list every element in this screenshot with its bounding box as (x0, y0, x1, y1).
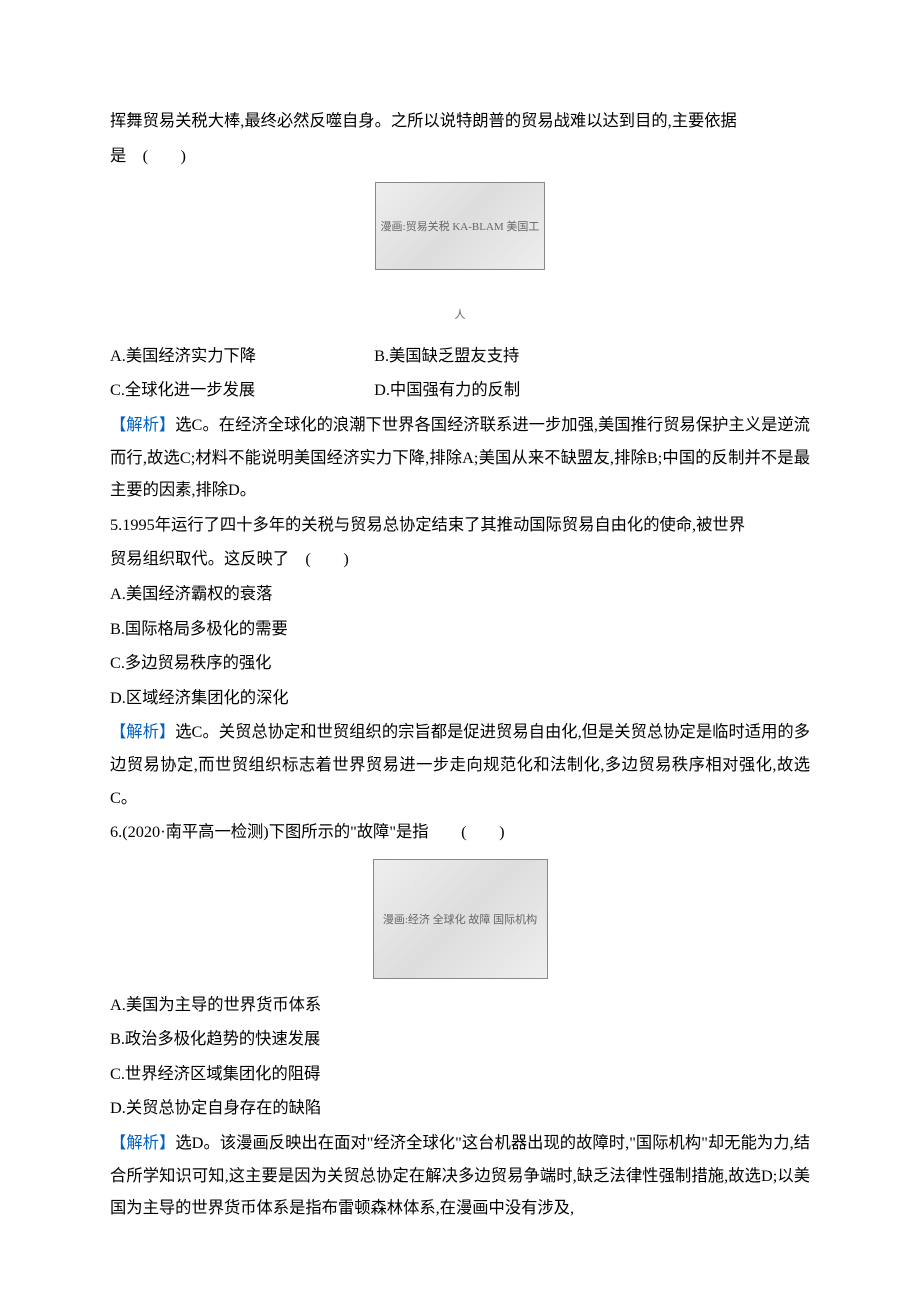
q6-option-d: D.关贸总协定自身存在的缺陷 (110, 1092, 810, 1125)
q4-option-b: B.美国缺乏盟友支持 (374, 340, 519, 373)
q4-options-row2: C.全球化进一步发展 D.中国强有力的反制 (110, 374, 810, 407)
q4-analysis-text: 选C。在经济全球化的浪潮下世界各国经济联系进一步加强,美国推行贸易保护主义是逆流… (110, 415, 810, 499)
q6-option-a: A.美国为主导的世界货币体系 (110, 989, 810, 1022)
q4-option-a: A.美国经济实力下降 (110, 340, 370, 373)
q6-option-c: C.世界经济区域集团化的阻碍 (110, 1058, 810, 1091)
q5-analysis: 【解析】选C。关贸总协定和世贸组织的宗旨都是促进贸易自由化,但是关贸总协定是临时… (110, 716, 810, 814)
q5-option-c: C.多边贸易秩序的强化 (110, 647, 810, 680)
q4-option-c: C.全球化进一步发展 (110, 374, 370, 407)
q6-analysis-text: 选D。该漫画反映出在面对"经济全球化"这台机器出现的故障时,"国际机构"却无能为… (110, 1133, 810, 1217)
q5-stem-line1: 5.1995年运行了四十多年的关税与贸易总协定结束了其推动国际贸易自由化的使命,… (110, 509, 810, 542)
q5-option-d: D.区域经济集团化的深化 (110, 682, 810, 715)
q5-analysis-text: 选C。关贸总协定和世贸组织的宗旨都是促进贸易自由化,但是关贸总协定是临时适用的多… (110, 722, 810, 806)
q4-analysis-label: 【解析】 (110, 415, 175, 434)
q6-cartoon-image: 漫画:经济 全球化 故障 国际机构 (373, 859, 548, 979)
q4-options-row1: A.美国经济实力下降 B.美国缺乏盟友支持 (110, 340, 810, 373)
q6-image-container: 漫画:经济 全球化 故障 国际机构 (110, 859, 810, 979)
q4-cartoon-image: 漫画:贸易关税 KA-BLAM 美国工人 (375, 182, 545, 270)
q5-option-a: A.美国经济霸权的衰落 (110, 578, 810, 611)
q6-stem: 6.(2020·南平高一检测)下图所示的"故障"是指 ( ) (110, 816, 810, 849)
q5-option-b: B.国际格局多极化的需要 (110, 613, 810, 646)
q6-option-b: B.政治多极化趋势的快速发展 (110, 1023, 810, 1056)
q5-analysis-label: 【解析】 (110, 722, 175, 741)
q4-stem-line2: 是 ( ) (110, 140, 810, 173)
q4-analysis: 【解析】选C。在经济全球化的浪潮下世界各国经济联系进一步加强,美国推行贸易保护主… (110, 409, 810, 507)
q4-stem-line1: 挥舞贸易关税大棒,最终必然反噬自身。之所以说特朗普的贸易战难以达到目的,主要依据 (110, 105, 810, 138)
q6-analysis: 【解析】选D。该漫画反映出在面对"经济全球化"这台机器出现的故障时,"国际机构"… (110, 1127, 810, 1225)
q4-image-container: 漫画:贸易关税 KA-BLAM 美国工人 (110, 182, 810, 330)
q4-option-d: D.中国强有力的反制 (374, 374, 520, 407)
q5-stem-line2: 贸易组织取代。这反映了 ( ) (110, 543, 810, 576)
q6-analysis-label: 【解析】 (110, 1133, 175, 1152)
